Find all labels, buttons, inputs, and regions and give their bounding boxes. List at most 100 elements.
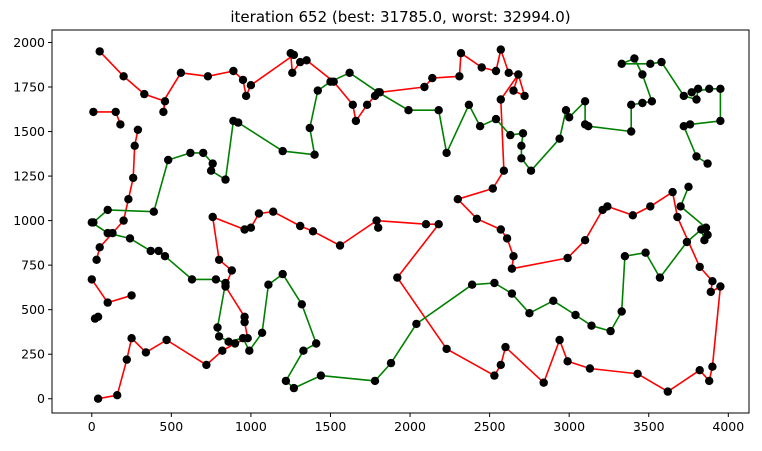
city-point (296, 221, 305, 231)
city-point (692, 95, 701, 104)
city-point (555, 134, 564, 143)
city-point (289, 383, 299, 393)
city-point (269, 207, 278, 216)
city-point (159, 107, 168, 117)
x-tick-label: 1500 (315, 419, 347, 434)
city-point (647, 97, 657, 106)
city-point (278, 146, 287, 156)
plot-area (51, 29, 750, 414)
city-point (238, 75, 248, 85)
city-point (296, 57, 305, 67)
city-point (655, 273, 665, 282)
city-point (499, 166, 509, 175)
chart-title: iteration 652 (best: 31785.0, worst: 329… (230, 8, 570, 26)
city-point (162, 335, 171, 345)
city-point (490, 371, 499, 380)
y-tick-label: 1000 (13, 213, 45, 228)
city-point (310, 150, 319, 159)
city-point (154, 246, 163, 256)
city-point (229, 66, 238, 76)
city-point (288, 68, 297, 78)
city-point (646, 202, 655, 211)
city-point (119, 72, 128, 81)
city-point (682, 237, 692, 247)
y-tick-label: 2000 (13, 35, 45, 50)
city-point (679, 91, 688, 101)
city-point (585, 364, 595, 373)
city-point (620, 252, 630, 261)
city-point (93, 312, 103, 321)
city-point (213, 323, 222, 332)
city-point (517, 141, 526, 150)
city-point (264, 280, 273, 289)
city-point (87, 218, 97, 227)
city-point (491, 114, 501, 124)
city-point (214, 255, 224, 264)
city-point (141, 348, 151, 357)
city-point (412, 319, 421, 329)
city-point (308, 227, 318, 236)
x-tick-label: 2500 (474, 419, 506, 434)
city-point (113, 391, 122, 400)
city-point (442, 148, 451, 158)
x-tick-label: 0 (88, 419, 96, 434)
city-point (218, 346, 227, 355)
city-point (187, 275, 197, 284)
city-point (103, 298, 112, 307)
city-point (87, 275, 97, 284)
city-point (335, 241, 345, 250)
city-point (316, 371, 326, 380)
city-point (240, 225, 249, 234)
city-point (434, 220, 443, 229)
city-point (374, 88, 383, 97)
city-points (87, 45, 725, 403)
city-point (224, 337, 233, 346)
city-point (705, 84, 714, 94)
city-point (693, 84, 703, 94)
city-point (477, 63, 486, 72)
city-point (490, 278, 499, 288)
city-point (127, 291, 136, 300)
city-point (641, 248, 650, 257)
city-point (241, 91, 251, 101)
city-point (514, 70, 523, 79)
city-point (504, 68, 513, 78)
city-point (129, 173, 138, 183)
city-point (351, 116, 361, 126)
city-point (491, 66, 501, 76)
city-point (240, 312, 249, 321)
city-point (245, 346, 254, 355)
city-point (372, 216, 381, 225)
city-point (509, 252, 518, 261)
city-point (221, 175, 230, 184)
city-point (103, 205, 112, 215)
city-point (555, 335, 564, 345)
city-point (496, 225, 505, 234)
city-point (563, 357, 572, 366)
city-point (496, 95, 505, 104)
city-point (326, 77, 335, 86)
city-point (313, 86, 322, 95)
city-point (676, 202, 685, 211)
city-point (517, 154, 526, 163)
city-point (472, 214, 482, 223)
city-point (125, 234, 135, 243)
city-point (628, 211, 637, 220)
city-point (606, 326, 615, 336)
city-point (404, 106, 413, 115)
city-point (206, 166, 216, 175)
city-point (234, 118, 243, 127)
city-point (580, 236, 590, 245)
city-point (502, 234, 512, 243)
city-point (164, 155, 173, 165)
city-point (708, 362, 717, 371)
city-point (238, 334, 248, 343)
city-point (571, 310, 580, 320)
city-point (202, 360, 211, 370)
city-point (687, 88, 696, 97)
city-point (146, 246, 155, 256)
city-point (160, 252, 170, 261)
city-point (520, 91, 529, 101)
